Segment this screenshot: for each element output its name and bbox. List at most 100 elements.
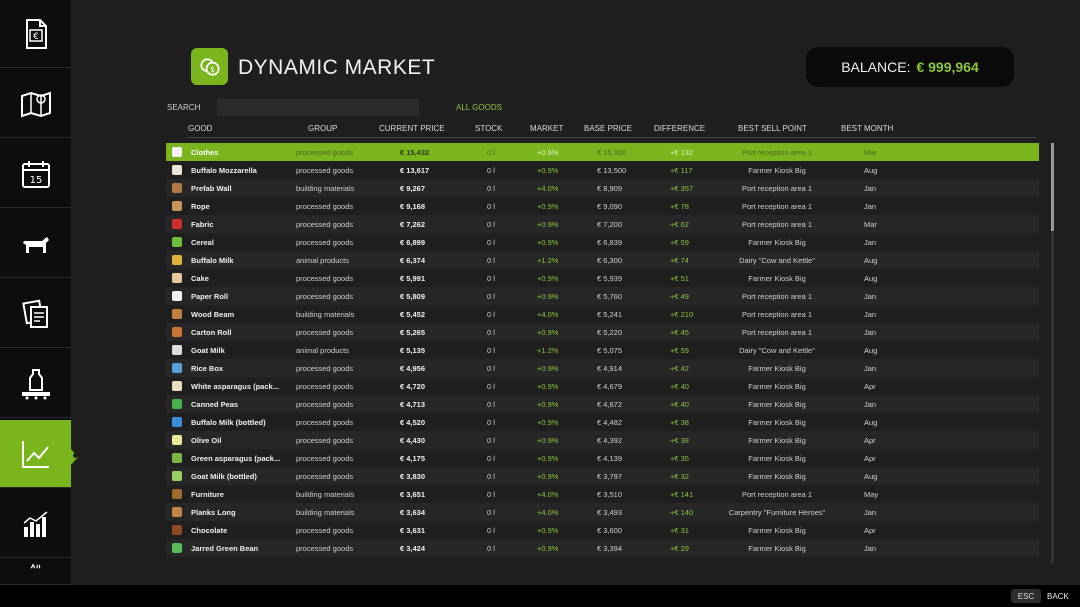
cell-group: processed goods: [296, 202, 354, 211]
search-input[interactable]: [217, 99, 419, 116]
cell-difference: +€ 38: [670, 418, 689, 427]
column-header-group[interactable]: GROUP: [308, 124, 338, 133]
column-header-stock[interactable]: STOCK: [475, 124, 503, 133]
cell-best-month: Mar: [864, 148, 877, 157]
table-row[interactable]: Chocolate processed goods € 3,631 0 l +0.9% €…: [166, 521, 1039, 539]
cell-market: +0.9%: [537, 274, 559, 283]
cell-best-sell-point: Farmer Kiosk Big: [748, 454, 806, 463]
cell-group: processed goods: [296, 418, 354, 427]
sidebar-item-production[interactable]: [0, 350, 71, 418]
cell-market: +0.9%: [537, 436, 559, 445]
search-label: SEARCH: [167, 103, 201, 112]
table-row[interactable]: Buffalo Milk animal products € 6,374 0 l +1.…: [166, 251, 1039, 269]
cell-current-price: € 5,809: [400, 292, 426, 301]
calendar-icon: 15: [21, 160, 50, 188]
table-row[interactable]: White asparagus (pack... processed goods €…: [166, 377, 1039, 395]
cell-best-month: Jan: [864, 400, 877, 409]
table-row[interactable]: Planks Long building materials € 3,634 0 l +…: [166, 503, 1039, 521]
table-row[interactable]: Goat Milk animal products € 5,135 0 l +1.2% €…: [166, 341, 1039, 359]
cell-difference: +€ 132: [670, 148, 694, 157]
cell-market: +0.9%: [537, 292, 559, 301]
cell-stock: 0 l: [487, 382, 495, 391]
cell-stock: 0 l: [487, 364, 495, 373]
cell-best-month: Aug: [864, 274, 878, 283]
scrollbar-thumb[interactable]: [1051, 143, 1054, 231]
table-row[interactable]: Jarred Green Bean processed goods € 3,424 0…: [166, 539, 1039, 557]
table-row[interactable]: Fabric processed goods € 7,262 0 l +0.9% € 7,…: [166, 215, 1039, 233]
cell-base-price: € 3,797: [597, 472, 623, 481]
cell-best-month: Jan: [864, 544, 877, 553]
column-header-market[interactable]: MARKET: [530, 124, 564, 133]
table-row[interactable]: Cereal processed goods € 6,899 0 l +0.9% € 6,…: [166, 233, 1039, 251]
table-row[interactable]: Paper Roll processed goods € 5,809 0 l +0.9%…: [166, 287, 1039, 305]
all-goods-filter[interactable]: ALL GOODS: [456, 103, 502, 112]
table-row[interactable]: Cake processed goods € 5,991 0 l +0.9% € 5,93…: [166, 269, 1039, 287]
cell-best-month: Jan: [864, 328, 877, 337]
cell-base-price: € 5,760: [597, 292, 623, 301]
cell-stock: 0 l: [487, 220, 495, 229]
cell-best-sell-point: Farmer Kiosk Big: [748, 238, 806, 247]
cell-market: +1.2%: [537, 346, 559, 355]
esc-key-button[interactable]: ESC: [1011, 589, 1041, 603]
cell-difference: +€ 357: [670, 184, 694, 193]
table-scrollbar[interactable]: [1051, 143, 1054, 564]
cell-difference: +€ 51: [670, 274, 689, 283]
table-row[interactable]: Furniture building materials € 3,651 0 l +4.…: [166, 485, 1039, 503]
column-header-best-month[interactable]: BEST MONTH: [841, 124, 894, 133]
back-button[interactable]: BACK: [1047, 592, 1069, 601]
sidebar-item-price-trends[interactable]: [0, 420, 71, 488]
column-header-base-price[interactable]: BASE PRICE: [584, 124, 633, 133]
cell-current-price: € 3,634: [400, 508, 426, 517]
goods-table: Clothes processed goods € 15,432 0 l +0.9% € …: [166, 143, 1039, 564]
table-row[interactable]: Goat Milk (bottled) processed goods € 3,83…: [166, 467, 1039, 485]
cell-base-price: € 3,600: [597, 526, 623, 535]
sidebar-item-finances[interactable]: €: [0, 0, 71, 68]
sidebar-item-calendar[interactable]: 15: [0, 140, 71, 208]
cell-current-price: € 6,374: [400, 256, 426, 265]
column-header-good[interactable]: GOOD: [188, 124, 213, 133]
cell-market: +0.9%: [537, 382, 559, 391]
cell-stock: 0 l: [487, 490, 495, 499]
sidebar-item-animals[interactable]: [0, 210, 71, 278]
cell-base-price: € 5,075: [597, 346, 623, 355]
column-header-difference[interactable]: DIFFERENCE: [654, 124, 706, 133]
sidebar-item-map[interactable]: [0, 70, 71, 138]
column-header-best-sell-point[interactable]: BEST SELL POINT: [738, 124, 807, 133]
good-icon: [172, 435, 182, 445]
cell-best-sell-point: Farmer Kiosk Big: [748, 418, 806, 427]
table-row[interactable]: Prefab Wall building materials € 9,267 0 l +…: [166, 179, 1039, 197]
cell-good: Furniture: [191, 490, 224, 499]
cell-market: +4.0%: [537, 490, 559, 499]
cell-best-sell-point: Farmer Kiosk Big: [748, 472, 806, 481]
cell-group: processed goods: [296, 382, 354, 391]
cell-group: processed goods: [296, 436, 354, 445]
cell-difference: +€ 42: [670, 364, 689, 373]
table-row[interactable]: Buffalo Mozzarella processed goods € 13,61…: [166, 161, 1039, 179]
table-row[interactable]: Green asparagus (pack... processed goods €…: [166, 449, 1039, 467]
table-row[interactable]: Rice Box processed goods € 4,956 0 l +0.9% € …: [166, 359, 1039, 377]
table-row[interactable]: Rope processed goods € 9,168 0 l +0.9% € 9,09…: [166, 197, 1039, 215]
cell-current-price: € 3,631: [400, 526, 426, 535]
sidebar-item-contracts[interactable]: [0, 280, 71, 348]
good-icon: [172, 147, 182, 157]
cell-good: Goat Milk: [191, 346, 225, 355]
cell-base-price: € 4,679: [597, 382, 623, 391]
finance-document-icon: €: [25, 18, 47, 49]
table-row[interactable]: Olive Oil processed goods € 4,430 0 l +0.9% €…: [166, 431, 1039, 449]
good-icon: [172, 291, 182, 301]
sidebar-item-more[interactable]: [0, 560, 71, 585]
table-row[interactable]: Carton Roll processed goods € 5,265 0 l +0.9…: [166, 323, 1039, 341]
good-icon: [172, 165, 182, 175]
cell-current-price: € 5,135: [400, 346, 426, 355]
table-row[interactable]: Buffalo Milk (bottled) processed goods € 4…: [166, 413, 1039, 431]
table-row[interactable]: Wood Beam building materials € 5,452 0 l +4.…: [166, 305, 1039, 323]
cell-stock: 0 l: [487, 202, 495, 211]
cell-best-sell-point: Farmer Kiosk Big: [748, 526, 806, 535]
cell-best-month: Aug: [864, 472, 878, 481]
table-row[interactable]: Canned Peas processed goods € 4,713 0 l +0.9…: [166, 395, 1039, 413]
column-header-current-price[interactable]: CURRENT PRICE: [379, 124, 445, 133]
page-title: DYNAMIC MARKET: [238, 56, 436, 79]
sidebar-item-statistics[interactable]: [0, 490, 71, 558]
table-row-selected[interactable]: Clothes processed goods € 15,432 0 l +0.9% € …: [166, 143, 1039, 161]
cell-best-sell-point: Port reception area 1: [741, 310, 813, 319]
